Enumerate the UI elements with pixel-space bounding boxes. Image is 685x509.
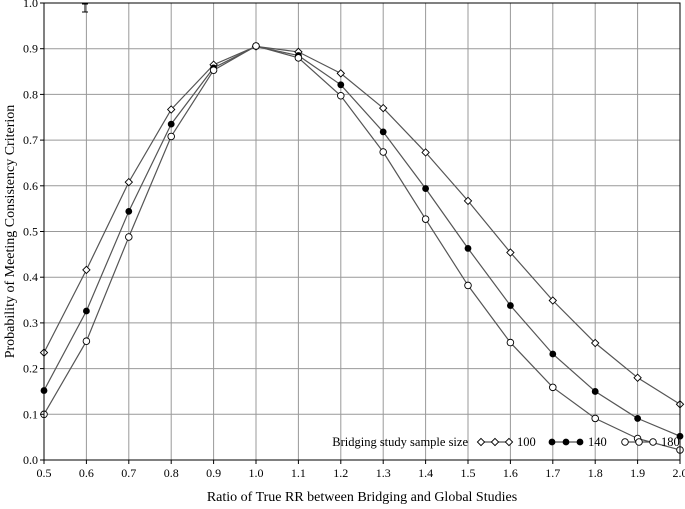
y-tick-label: 0.6 xyxy=(23,179,38,193)
error-bar-marker xyxy=(82,3,88,13)
x-tick-label: 1.8 xyxy=(588,466,603,480)
data-point-100 xyxy=(82,265,91,275)
x-tick-label: 1.2 xyxy=(333,466,348,480)
series-180 xyxy=(40,42,684,454)
legend-marker xyxy=(476,437,486,447)
series-line-180 xyxy=(43,45,681,451)
data-point-180 xyxy=(294,54,303,62)
data-point-180 xyxy=(337,92,345,100)
y-tick-label: 0.2 xyxy=(23,362,38,376)
data-point-140 xyxy=(83,307,90,315)
x-tick-label: 0.9 xyxy=(206,466,221,480)
x-tick-label: 1.5 xyxy=(461,466,476,480)
data-point-100 xyxy=(378,103,388,113)
legend-items: 100 140 180 xyxy=(476,435,680,449)
data-point-180 xyxy=(506,338,515,347)
x-tick-label: 2.0 xyxy=(673,466,685,480)
legend-marker xyxy=(576,438,584,446)
data-point-140 xyxy=(591,388,599,395)
data-point-180 xyxy=(167,132,175,141)
series-line-100 xyxy=(43,45,681,405)
data-point-100 xyxy=(336,69,346,78)
y-tick-label: 0.3 xyxy=(23,316,38,330)
legend-marker xyxy=(635,438,643,446)
data-point-140 xyxy=(634,415,641,422)
series-100 xyxy=(39,42,685,409)
grid xyxy=(44,3,680,460)
x-tick-label: 1.4 xyxy=(418,466,433,480)
data-point-100 xyxy=(548,296,558,305)
y-tick-label: 0.0 xyxy=(23,453,38,467)
data-point-180 xyxy=(209,66,218,74)
x-tick-label: 0.7 xyxy=(121,466,136,480)
data-point-140 xyxy=(464,245,472,252)
data-point-180 xyxy=(252,42,260,50)
data-point-100 xyxy=(463,196,473,206)
data-point-180 xyxy=(421,215,430,223)
x-tick-label: 1.3 xyxy=(376,466,391,480)
data-point-180 xyxy=(591,414,599,423)
x-tick-label: 0.5 xyxy=(37,466,52,480)
legend-label-140: 140 xyxy=(588,435,607,449)
legend-item-140: 140 xyxy=(548,435,607,449)
y-axis-label: Probability of Meeting Consistency Crite… xyxy=(3,105,18,359)
legend-label-180: 180 xyxy=(661,435,680,449)
legend-item-180: 180 xyxy=(621,435,680,449)
series-140 xyxy=(40,43,684,440)
x-tick-label: 0.8 xyxy=(164,466,179,480)
y-tick-label: 0.5 xyxy=(23,225,38,239)
data-point-100 xyxy=(166,105,176,114)
series-line-140 xyxy=(43,45,681,437)
legend-label-100: 100 xyxy=(517,435,536,449)
data-point-100 xyxy=(421,148,430,157)
legend-marker xyxy=(562,438,570,446)
x-tick-label: 1.7 xyxy=(545,466,560,480)
data-point-140 xyxy=(337,81,345,89)
y-tick-label: 0.1 xyxy=(23,407,38,421)
legend-title: Bridging study sample size xyxy=(332,435,468,449)
data-point-180 xyxy=(125,233,133,241)
x-tick-label: 1.0 xyxy=(249,466,264,480)
x-tick-label: 1.1 xyxy=(291,466,306,480)
x-axis-label: Ratio of True RR between Bridging and Gl… xyxy=(207,490,517,505)
y-tick-label: 0.9 xyxy=(23,42,38,56)
data-point-140 xyxy=(125,207,133,215)
data-point-180 xyxy=(379,148,387,156)
data-point-140 xyxy=(549,350,557,358)
data-point-140 xyxy=(379,128,387,136)
y-tick-label: 0.8 xyxy=(23,87,38,101)
legend-marker xyxy=(504,437,514,447)
x-tick-label: 1.6 xyxy=(503,466,518,480)
data-point-180 xyxy=(549,383,557,392)
legend-marker xyxy=(548,438,556,446)
data-point-100 xyxy=(506,248,515,257)
data-point-140 xyxy=(506,302,514,309)
legend-marker xyxy=(621,438,629,446)
series-lines xyxy=(39,42,685,454)
legend-marker xyxy=(649,438,657,446)
data-point-140 xyxy=(422,185,430,192)
legend-marker xyxy=(490,437,500,447)
legend: Bridging study sample size 100 140 180 xyxy=(332,435,680,449)
data-point-100 xyxy=(124,177,134,187)
data-point-180 xyxy=(464,281,472,290)
x-tick-label: 1.9 xyxy=(630,466,645,480)
tick-labels: 0.5 0.6 0.7 0.8 0.9 1.0 1.1 1.2 1.3 1.4 1.5 1.6 1.7 1… xyxy=(23,0,685,480)
legend-item-100: 100 xyxy=(476,435,536,449)
y-tick-label: 0.4 xyxy=(23,270,38,284)
data-point-100 xyxy=(590,338,600,348)
y-tick-label: 0.7 xyxy=(23,133,38,147)
data-point-140 xyxy=(167,120,175,128)
x-tick-label: 0.6 xyxy=(79,466,94,480)
data-point-180 xyxy=(82,337,91,345)
data-point-100 xyxy=(633,373,642,382)
y-tick-label: 1.0 xyxy=(23,0,38,10)
